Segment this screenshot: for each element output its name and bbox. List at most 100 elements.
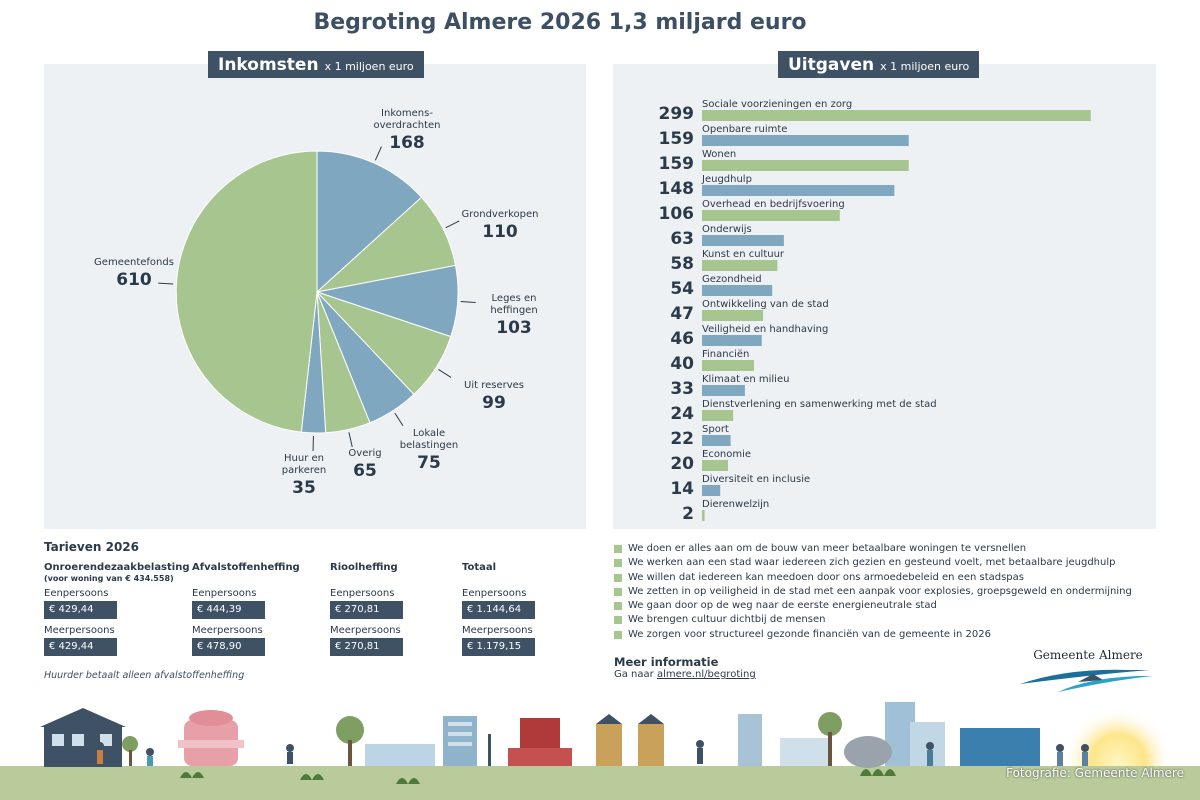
tarief-value: € 429,44 <box>44 601 117 619</box>
bar <box>702 110 1091 121</box>
bar-category-label: Onderwijs <box>702 224 752 235</box>
bar <box>702 285 773 296</box>
bar-value-label: 299 <box>659 104 695 124</box>
bar-value-label: 46 <box>670 329 694 349</box>
bar-value-label: 54 <box>670 279 694 299</box>
pie-label: Gemeentefonds 610 <box>94 257 174 290</box>
bar <box>702 460 728 471</box>
bar-row: Onderwijs 63 <box>670 224 784 249</box>
tarief-label: Meerpersoons <box>192 625 263 636</box>
pie-leader-line <box>158 282 174 285</box>
bullet-text: We gaan door op de weg naar de eerste en… <box>628 600 937 612</box>
bar-value-label: 22 <box>670 429 694 449</box>
tarief-column-totaal: Totaal Eenpersoons € 1.144,64 Meerpersoo… <box>462 562 535 656</box>
bar-category-label: Openbare ruimte <box>702 124 787 135</box>
bar-value-label: 106 <box>659 204 695 224</box>
pie-value-label: 168 <box>389 133 425 153</box>
bar-category-label: Sport <box>702 424 729 435</box>
tarief-label: Eenpersoons <box>330 588 395 599</box>
bullet-square-icon <box>614 545 622 553</box>
bullet-text: We zorgen voor structureel gezonde finan… <box>628 628 991 640</box>
begroting-link[interactable]: almere.nl/begroting <box>656 669 756 680</box>
tarief-column-riool: Rioolheffing Eenpersoons € 270,81 Meerpe… <box>330 562 403 656</box>
bar-value-label: 24 <box>670 404 694 424</box>
bullet-square-icon <box>614 587 622 596</box>
tarief-head: Totaal <box>462 562 497 573</box>
tarief-label: Eenpersoons <box>462 588 527 599</box>
bar-category-label: Diversiteit en inclusie <box>702 474 810 485</box>
pie-label: Uit reserves 99 <box>464 380 524 413</box>
bullet-text: We brengen cultuur dichtbij de mensen <box>628 614 826 626</box>
bar <box>702 210 840 221</box>
tarief-sub <box>330 574 403 586</box>
income-unit: x 1 miljoen euro <box>324 60 414 73</box>
tarieven-title: Tarieven 2026 <box>44 540 139 554</box>
bar-category-label: Klimaat en milieu <box>702 374 789 385</box>
gemeente-almere-logo: Gemeente Almere <box>1018 648 1158 698</box>
bar-category-label: Dienstverlening en samenwerking met de s… <box>702 399 937 410</box>
bullet-text: We werken aan een stad waar iedereen zic… <box>628 557 1116 569</box>
bar <box>702 135 909 146</box>
bar <box>702 185 895 196</box>
pie-label-text: Lokale <box>413 428 445 439</box>
bar-category-label: Overhead en bedrijfsvoering <box>702 199 845 210</box>
list-item: We willen dat iedereen kan meedoen door … <box>614 572 1174 586</box>
tarieven-note: Huurder betaalt alleen afvalstoffenheffi… <box>44 670 245 681</box>
bar-value-label: 2 <box>682 504 694 524</box>
bar <box>702 435 731 446</box>
bar <box>702 410 734 421</box>
bullet-text: We zetten in op veiligheid in de stad me… <box>628 585 1132 597</box>
tarief-head: Onroerendezaakbelasting <box>44 562 190 573</box>
photo-credit: Fotografie: Gemeente Almere <box>1006 766 1184 780</box>
pie-value-label: 35 <box>292 478 316 498</box>
bar-row: Financiën 40 <box>670 349 754 374</box>
bullet-text: We doen er alles aan om de bouw van meer… <box>628 543 1027 554</box>
expense-bar-chart: Sociale voorzieningen en zorg299Openbare… <box>659 99 1091 524</box>
pie-label-text: Overig <box>348 448 381 459</box>
bar-row: Klimaat en milieu 33 <box>670 374 789 399</box>
expense-title: Uitgaven <box>788 55 875 75</box>
list-item: We brengen cultuur dichtbij de mensen <box>614 614 1174 628</box>
pie-value-label: 103 <box>496 318 532 338</box>
pie-slice <box>316 150 423 294</box>
bar-category-label: Gezondheid <box>702 274 762 285</box>
tarief-value: € 478,90 <box>192 638 265 656</box>
bar <box>702 235 784 246</box>
tarief-value: € 1.179,15 <box>462 638 535 656</box>
bar-category-label: Wonen <box>702 149 736 160</box>
pie-value-label: 75 <box>417 453 441 473</box>
more-info-prefix: Ga naar <box>614 669 657 680</box>
pie-label: Inkomens-overdrachten 168 <box>374 108 441 153</box>
bar-category-label: Kunst en cultuur <box>702 249 785 260</box>
bar-category-label: Ontwikkeling van de stad <box>702 299 829 310</box>
bar-value-label: 58 <box>670 254 694 274</box>
logo-text: Gemeente Almere <box>1033 648 1143 662</box>
bullet-text: We willen dat iedereen kan meedoen door … <box>628 571 1024 583</box>
tarief-column-afval: Afvalstoffenheffing Eenpersoons € 444,39… <box>192 562 300 656</box>
bar-category-label: Veiligheid en handhaving <box>702 324 828 335</box>
bar-category-label: Financiën <box>702 349 749 360</box>
income-pie-chart: Inkomens-overdrachten 168 Grondverkopen 110… <box>94 108 538 498</box>
bar-row: Veiligheid en handhaving 46 <box>670 324 828 349</box>
pie-label: Overig 65 <box>348 448 381 481</box>
pie-value-label: 610 <box>116 270 152 290</box>
pie-leader-line <box>460 300 476 303</box>
expense-unit: x 1 miljoen euro <box>880 60 970 73</box>
pie-leader-line <box>374 146 382 161</box>
bullet-square-icon <box>614 573 622 582</box>
tarief-label: Meerpersoons <box>330 625 401 636</box>
tarief-sub <box>462 574 535 586</box>
bar-value-label: 20 <box>670 454 694 474</box>
bar-row: Ontwikkeling van de stad 47 <box>670 299 828 324</box>
income-header: Inkomsten x 1 miljoen euro <box>208 51 424 78</box>
pie-label-text: Inkomens- <box>381 108 433 119</box>
tarief-head: Rioolheffing <box>330 562 398 573</box>
pie-leader-line <box>438 368 452 378</box>
bar-value-label: 33 <box>670 379 694 399</box>
bar <box>702 260 778 271</box>
income-title: Inkomsten <box>218 55 319 75</box>
bar-value-label: 47 <box>670 304 694 324</box>
pie-label: Grondverkopen 110 <box>461 209 538 242</box>
bullet-square-icon <box>614 602 622 611</box>
